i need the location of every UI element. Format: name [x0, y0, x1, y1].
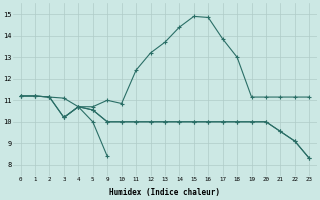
- X-axis label: Humidex (Indice chaleur): Humidex (Indice chaleur): [109, 188, 220, 197]
